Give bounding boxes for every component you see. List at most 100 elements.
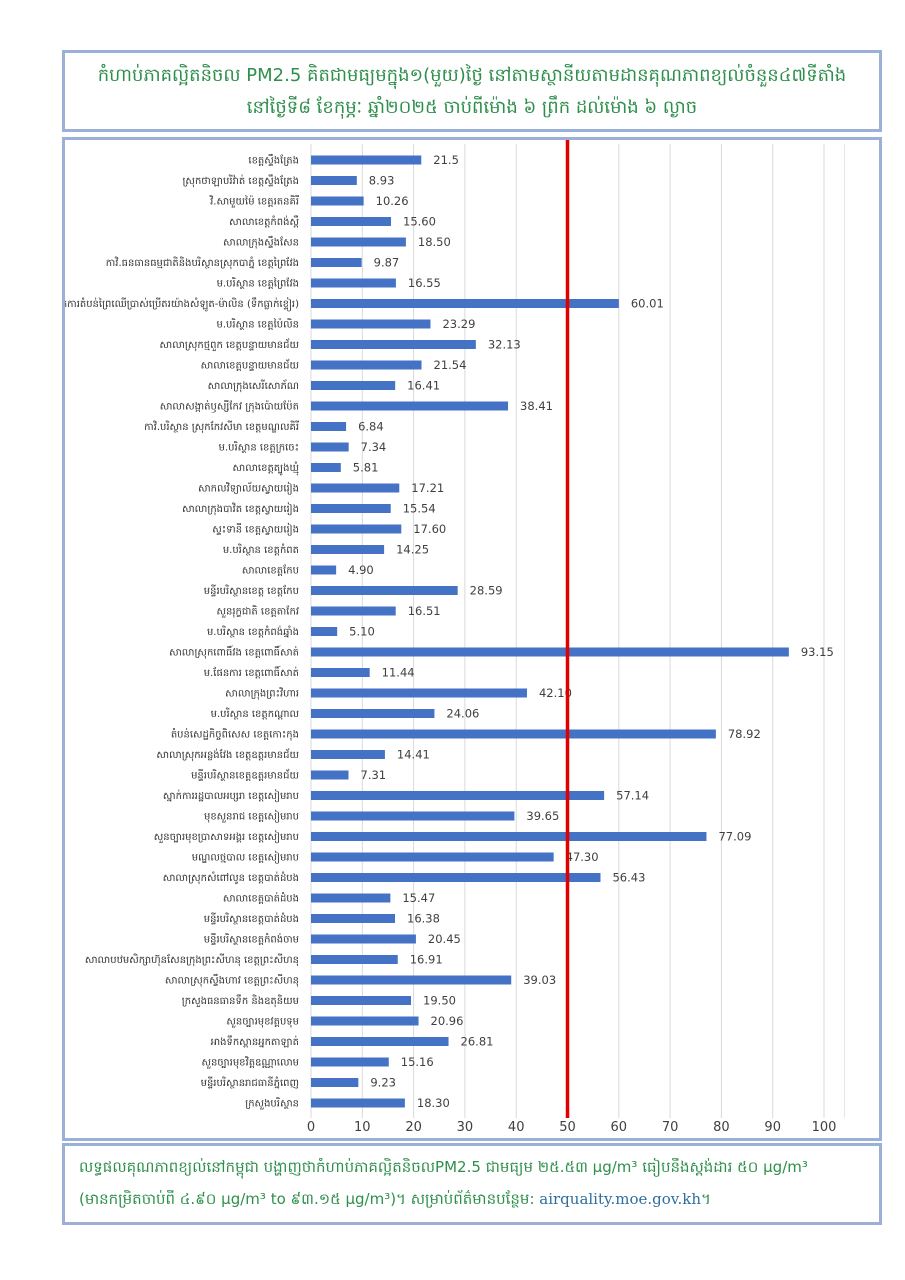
x-tick-label-30: 30 <box>457 1120 474 1135</box>
x-tick-label-20: 20 <box>405 1120 422 1135</box>
value-label-5: 9.87 <box>374 256 400 270</box>
category-label-16: សាកលវិទ្យាល័យស្វាយរៀង <box>198 482 299 496</box>
bar-38 <box>311 934 416 944</box>
value-label-7: 60.01 <box>631 297 664 311</box>
footer-website-link[interactable]: airquality.moe.gov.kh <box>539 1190 701 1208</box>
bar-9 <box>311 340 476 349</box>
bar-8 <box>311 319 431 329</box>
value-label-43: 26.81 <box>461 1035 494 1049</box>
x-tick-label-60: 60 <box>611 1120 628 1135</box>
bar-35 <box>311 873 601 882</box>
bar-31 <box>311 791 605 800</box>
category-label-46: ក្រសួងបរិស្ថាន <box>245 1097 299 1111</box>
bar-7 <box>311 299 619 308</box>
value-label-14: 7.34 <box>361 440 387 454</box>
bar-33 <box>311 832 707 841</box>
bar-0 <box>311 155 422 165</box>
footer-range-text: (មានកម្រិតចាប់ពី ៤.៩០ μg/m³ to ៩៣.១៥ μg/… <box>79 1190 540 1208</box>
value-label-39: 16.91 <box>410 953 443 967</box>
category-label-36: សាលាខេត្តបាត់ដំបង <box>223 892 299 905</box>
bar-4 <box>311 237 406 247</box>
category-label-18: ស្ទះទានី ខេត្តស្វាយរៀង <box>212 523 299 537</box>
bar-6 <box>311 278 396 288</box>
bar-14 <box>311 442 349 452</box>
footer-box: លទ្ធផលគុណភាពខ្យល់នៅកម្ពុជា បង្ហាញថាកំហាប… <box>62 1143 882 1225</box>
bar-1 <box>311 176 357 185</box>
value-label-9: 32.13 <box>488 338 521 352</box>
bar-39 <box>311 955 398 964</box>
bar-36 <box>311 893 391 903</box>
bar-2 <box>311 196 364 206</box>
category-label-15: សាលាខេត្តត្បូងឃ្មុំ <box>233 461 300 476</box>
category-label-26: សាលាក្រុងព្រះវិហារ <box>225 687 299 701</box>
category-label-6: ម.បរិស្ថាន ខេត្តព្រៃវែង <box>217 277 299 290</box>
value-label-38: 20.45 <box>428 932 461 946</box>
category-label-1: ស្រុកថាឡាបរិវ៉ាត់ ខេត្តស្ទឹងត្រែង <box>182 174 299 188</box>
x-tick-label-90: 90 <box>764 1120 781 1135</box>
bar-40 <box>311 975 512 985</box>
category-label-23: ម.បរិស្ថាន ខេត្តកំពង់ឆ្នាំង <box>207 625 299 638</box>
bar-17 <box>311 504 391 513</box>
bar-45 <box>311 1078 359 1087</box>
value-label-2: 10.26 <box>376 194 409 208</box>
category-label-24: សាលាស្រុកពោធិ៍វង ខេត្តពោធិ៍សាត់ <box>169 645 299 660</box>
category-label-22: សួនរុក្ខជាតិ ខេត្តតាកែវ <box>216 605 299 619</box>
bar-5 <box>311 258 362 267</box>
value-label-3: 15.60 <box>403 215 436 229</box>
bar-43 <box>311 1037 449 1046</box>
bar-22 <box>311 606 396 616</box>
bar-13 <box>311 422 347 431</box>
category-label-28: តំបន់សេដ្ឋកិច្ចពិសេស ខេត្តកោះកុង <box>171 728 299 742</box>
category-label-32: មុខសួនរាជ ខេត្តសៀមរាប <box>204 810 299 824</box>
value-label-41: 19.50 <box>423 994 456 1008</box>
value-label-23: 5.10 <box>349 625 375 639</box>
category-label-30: មន្ទីរបរិស្ថានខេត្តឧត្តរមានជ័យ <box>191 769 299 782</box>
category-label-20: សាលាខេត្តកែប <box>242 564 299 577</box>
value-label-15: 5.81 <box>353 461 379 475</box>
value-label-35: 56.43 <box>612 871 645 885</box>
value-label-24: 93.15 <box>801 645 834 659</box>
bar-23 <box>311 627 338 636</box>
value-label-30: 7.31 <box>361 768 387 782</box>
category-label-25: ម.ផែនការ ខេត្តពោធិ៍សាត់ <box>204 665 299 679</box>
x-tick-label-80: 80 <box>713 1120 730 1135</box>
bar-44 <box>311 1057 389 1067</box>
category-label-33: សួនច្បារមុខប្រាសាទអង្គរ ខេត្តសៀមរាប <box>154 830 299 844</box>
bar-32 <box>311 811 515 821</box>
category-label-3: សាលាខេត្តកំពង់ស្ពឺ <box>229 215 299 228</box>
category-label-38: មន្ទីរបរិស្ថានខេត្តកំពង់ចាម <box>204 933 299 946</box>
value-label-0: 21.5 <box>433 153 459 167</box>
value-label-31: 57.14 <box>616 789 649 803</box>
category-label-9: សាលាស្រុកថ្មពួក ខេត្តបន្ទាយមានជ័យ <box>160 338 300 352</box>
value-label-21: 28.59 <box>470 584 503 598</box>
gridlines <box>310 144 846 1118</box>
bar-34 <box>311 852 554 862</box>
value-label-25: 11.44 <box>382 666 415 680</box>
category-label-42: សួនច្បារមុខវត្តបទុម <box>226 1017 299 1029</box>
bar-42 <box>311 1016 419 1026</box>
bar-19 <box>311 545 385 554</box>
value-label-16: 17.21 <box>411 481 444 495</box>
category-label-5: កាវិ.ធនធានធម្មជាតិនិងបរិស្ថានស្រុកបាភ្នំ… <box>106 256 299 270</box>
category-label-17: សាលាក្រុងបាវិត ខេត្តស្វាយរៀង <box>182 502 299 516</box>
value-label-11: 16.41 <box>407 379 440 393</box>
category-label-43: អាងទឹកស្ពានអ្នកតាឡាត់ <box>211 1035 299 1048</box>
value-label-34: 47.30 <box>566 850 599 864</box>
x-tick-label-10: 10 <box>354 1120 371 1135</box>
category-label-31: ស្នាក់ការរដ្ឋបាលអប្សរា ខេត្តសៀមរាប <box>163 789 299 803</box>
category-label-45: មន្ទីរបរិស្ថានរាជធានីភ្នំពេញ <box>201 1076 299 1089</box>
bar-3 <box>311 217 392 226</box>
category-labels: ខេត្តស្ទឹងត្រែងស្រុកថាឡាបរិវ៉ាត់ ខេត្តស្… <box>65 154 299 1111</box>
bar-30 <box>311 770 349 780</box>
category-label-34: មណ្ឌលថ្មបាល ខេត្តសៀមរាប <box>192 851 299 865</box>
category-label-4: សាលាក្រុងស្ទឹងសែន <box>223 236 299 250</box>
value-label-45: 9.23 <box>370 1076 396 1090</box>
bar-24 <box>311 647 789 657</box>
value-label-37: 16.38 <box>407 912 440 926</box>
value-label-10: 21.54 <box>434 358 467 372</box>
category-label-12: សាលាសង្កាត់ឫស្សីកែវ ក្រុងប៉ោយប៉ែត <box>160 400 299 414</box>
bar-11 <box>311 381 396 390</box>
bar-46 <box>311 1098 405 1108</box>
bar-20 <box>311 565 337 575</box>
value-label-1: 8.93 <box>369 174 395 188</box>
